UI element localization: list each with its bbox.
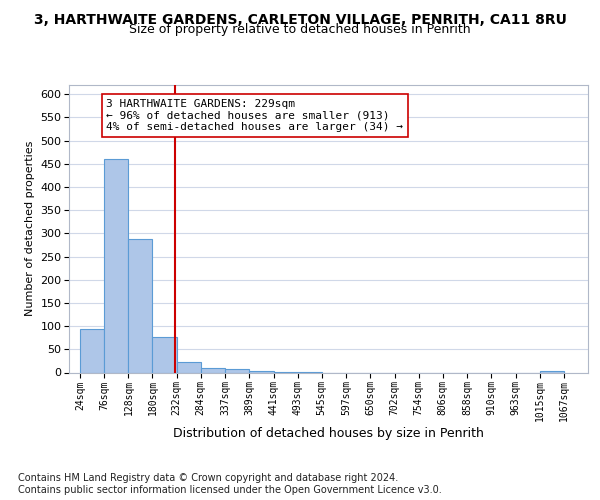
Bar	[250, 371, 274, 372]
X-axis label: Distribution of detached houses by size in Penrith: Distribution of detached houses by size …	[173, 427, 484, 440]
Bar	[201, 368, 225, 372]
Text: Size of property relative to detached houses in Penrith: Size of property relative to detached ho…	[129, 24, 471, 36]
Bar	[226, 370, 250, 372]
Text: 3, HARTHWAITE GARDENS, CARLETON VILLAGE, PENRITH, CA11 8RU: 3, HARTHWAITE GARDENS, CARLETON VILLAGE,…	[34, 12, 566, 26]
Bar	[176, 362, 201, 372]
Bar	[104, 159, 128, 372]
Bar	[128, 239, 152, 372]
Text: Contains HM Land Registry data © Crown copyright and database right 2024.
Contai: Contains HM Land Registry data © Crown c…	[18, 474, 442, 495]
Bar	[80, 330, 104, 372]
Bar	[152, 337, 176, 372]
Bar	[540, 371, 564, 372]
Y-axis label: Number of detached properties: Number of detached properties	[25, 141, 35, 316]
Text: 3 HARTHWAITE GARDENS: 229sqm
← 96% of detached houses are smaller (913)
4% of se: 3 HARTHWAITE GARDENS: 229sqm ← 96% of de…	[106, 99, 403, 132]
